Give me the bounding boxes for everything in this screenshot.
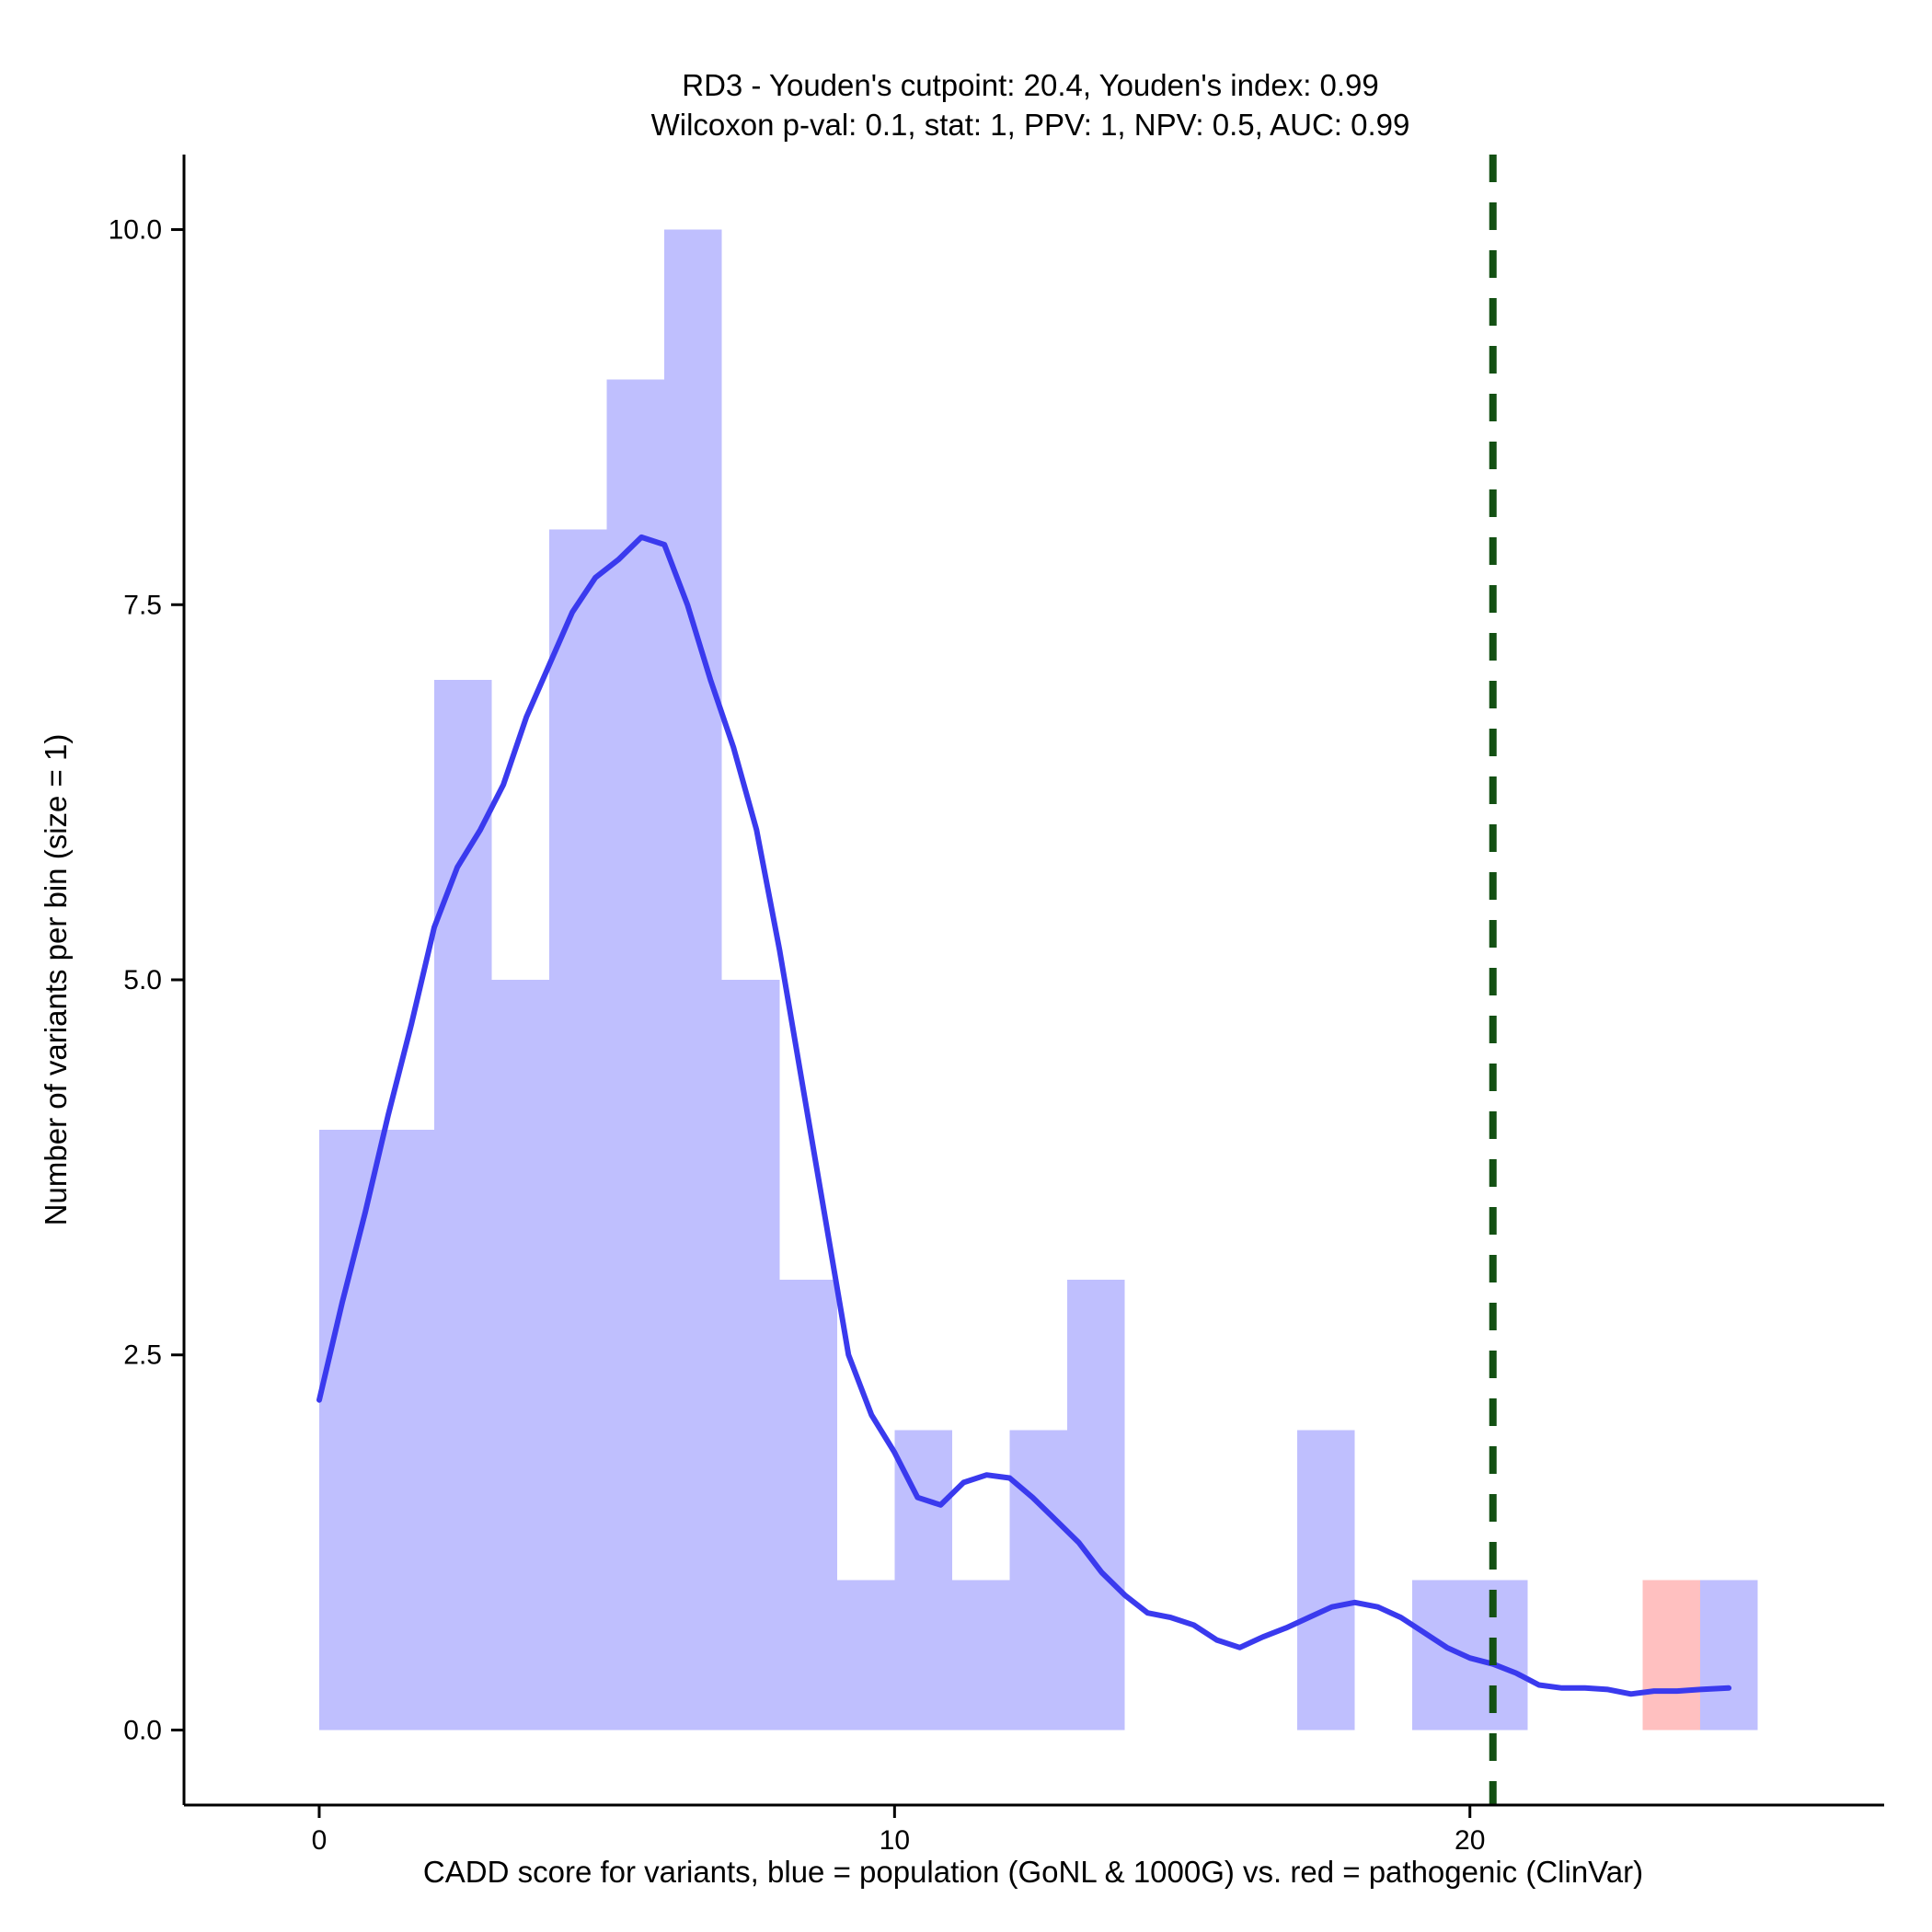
population-bar-3	[549, 529, 607, 1731]
population-bar-14	[1412, 1580, 1528, 1731]
population-bar-7	[779, 1280, 837, 1731]
population-bar-13	[1297, 1430, 1355, 1731]
population-bar-0	[318, 1130, 435, 1731]
y-axis-ticks: 0.0 2.5 5.0 7.5 10.0	[109, 215, 184, 1745]
population-bar-11	[1009, 1430, 1067, 1731]
histogram-bars	[318, 229, 1758, 1731]
chart-title: RD3 - Youden's cutpoint: 20.4, Youden's …	[682, 68, 1379, 102]
x-axis-ticks: 0 10 20	[312, 1805, 1485, 1856]
y-tick-label: 5.0	[123, 965, 162, 995]
population-bar-2	[491, 980, 550, 1731]
population-bar-15	[1699, 1580, 1758, 1731]
population-bar-9	[894, 1430, 952, 1731]
y-tick-label: 7.5	[123, 590, 162, 620]
population-bar-12	[1066, 1280, 1125, 1731]
x-axis-title: CADD score for variants, blue = populati…	[423, 1855, 1643, 1889]
y-tick-label: 10.0	[109, 215, 162, 246]
y-tick-label: 0.0	[123, 1715, 162, 1745]
population-bar-1	[434, 679, 492, 1731]
population-bar-10	[951, 1580, 1010, 1731]
y-tick-label: 2.5	[123, 1340, 162, 1371]
chart-subtitle: Wilcoxon p-val: 0.1, stat: 1, PPV: 1, NP…	[651, 108, 1410, 142]
x-tick-label: 10	[880, 1825, 910, 1856]
population-bar-8	[836, 1580, 895, 1731]
pathogenic-bar-0	[1642, 1580, 1700, 1731]
population-bar-4	[606, 379, 665, 1731]
x-tick-label: 20	[1455, 1825, 1485, 1856]
density-curve	[316, 534, 1732, 1697]
y-axis-title: Number of variants per bin (size = 1)	[39, 734, 73, 1226]
x-tick-label: 0	[312, 1825, 328, 1856]
population-bar-6	[721, 980, 780, 1731]
population-bar-5	[664, 229, 722, 1731]
